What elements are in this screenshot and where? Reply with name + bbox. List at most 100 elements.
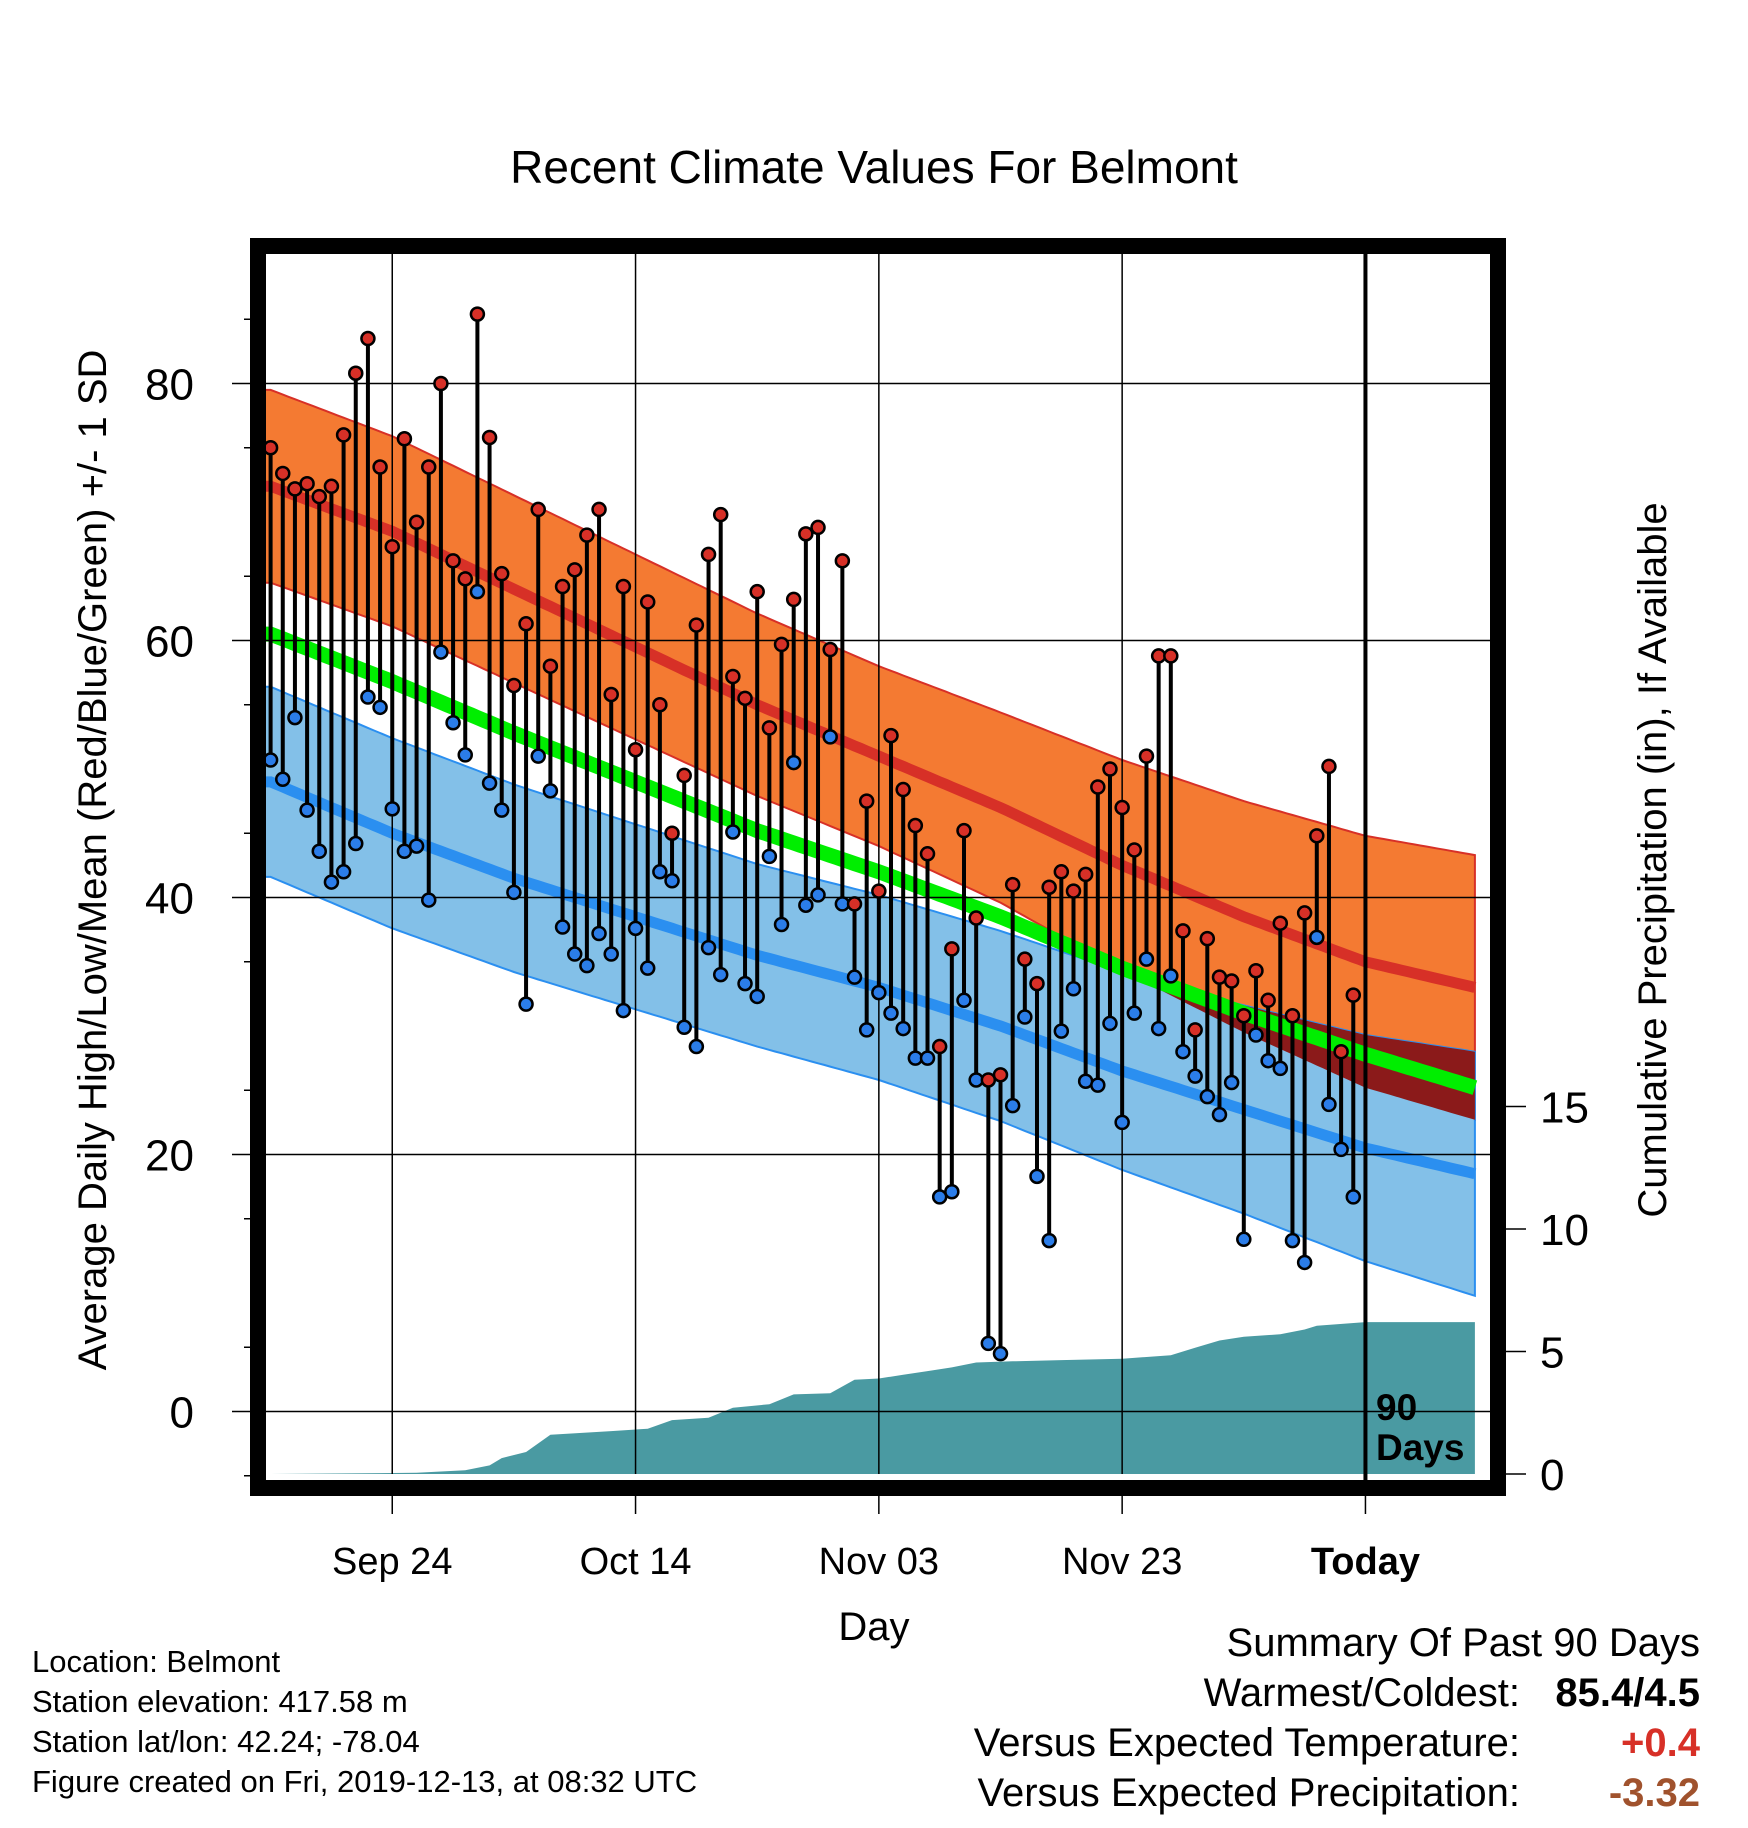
created-text: Figure created on Fri, 2019-12-13, at 08…	[32, 1764, 698, 1799]
high-point	[627, 741, 644, 758]
low-point	[1284, 1232, 1301, 1249]
high-point	[1004, 876, 1021, 893]
high-point	[871, 883, 887, 899]
low-point	[335, 864, 352, 880]
high-point	[323, 478, 340, 495]
high-point	[360, 330, 376, 347]
high-point	[372, 459, 388, 475]
precip-value: -3.32	[1608, 1771, 1700, 1815]
low-point	[1041, 1232, 1057, 1249]
low-point	[846, 969, 863, 985]
high-point	[737, 690, 753, 707]
low-point	[1004, 1097, 1021, 1114]
low-point	[919, 1050, 936, 1066]
y-tick-label: 40	[145, 875, 194, 924]
low-point	[275, 771, 291, 788]
low-point	[591, 925, 607, 942]
low-point	[372, 699, 388, 716]
low-point	[554, 919, 571, 935]
low-point	[287, 709, 303, 726]
low-point	[493, 802, 510, 818]
low-point	[761, 848, 778, 865]
high-point	[798, 526, 814, 542]
high-point	[1321, 758, 1337, 775]
high-point	[530, 501, 546, 518]
y2-axis: 0 5 10 15	[1506, 1084, 1589, 1500]
high-point	[493, 565, 510, 582]
low-point	[542, 783, 559, 799]
low-point	[348, 835, 364, 852]
x-tick-label: Nov 23	[1062, 1541, 1182, 1583]
high-point	[810, 519, 826, 536]
low-point	[1333, 1141, 1349, 1158]
high-point	[469, 306, 486, 322]
high-point	[919, 846, 936, 862]
high-mean-line	[264, 480, 1477, 993]
high-point	[299, 475, 315, 492]
low-point	[1065, 980, 1082, 997]
y2-axis-label: Cumulative Precipitation (in), If Availa…	[1631, 502, 1675, 1217]
summary-warmest-row: Warmest/Coldest: 85.4/4.5	[974, 1668, 1700, 1718]
low-point	[883, 1005, 899, 1021]
high-point	[664, 825, 680, 841]
high-point	[481, 429, 498, 446]
high-point	[1053, 864, 1070, 880]
low-point	[384, 801, 400, 817]
latlon-text: Station lat/lon: 42.24; -78.04	[32, 1724, 420, 1759]
low-point	[1150, 1020, 1167, 1037]
high-point	[749, 583, 765, 600]
high-point	[676, 767, 692, 784]
low-point	[360, 689, 376, 705]
low-point	[1223, 1074, 1240, 1091]
high-point	[822, 641, 838, 658]
high-point	[275, 465, 291, 482]
low-point	[773, 916, 790, 933]
low-point	[1345, 1189, 1362, 1205]
low-point	[664, 873, 680, 889]
low-point	[262, 752, 279, 768]
precip-label: Versus Expected Precipitation:	[977, 1771, 1520, 1815]
y-axis-label: Average Daily High/Low/Mean (Red/Blue/Gr…	[71, 350, 115, 1371]
high-point	[603, 686, 619, 703]
high-point	[700, 546, 717, 563]
low-point	[1090, 1077, 1106, 1093]
high-point	[846, 896, 863, 912]
low-point	[980, 1335, 997, 1352]
low-point	[445, 714, 461, 731]
high-point	[348, 365, 364, 381]
daily-observations	[262, 306, 1362, 1362]
warmest-label: Warmest/Coldest:	[1203, 1671, 1520, 1715]
y2-tick-label: 0	[1540, 1451, 1564, 1500]
low-point	[700, 939, 717, 956]
high-point	[1296, 905, 1313, 921]
low-point	[299, 802, 315, 818]
x-tick-label: Today	[1311, 1541, 1420, 1583]
low-point	[858, 1022, 875, 1038]
low-point	[1321, 1096, 1337, 1113]
low-point	[1296, 1254, 1313, 1271]
low-point	[712, 966, 729, 983]
low-point	[822, 729, 838, 745]
high-point	[688, 617, 705, 633]
low-point	[1309, 929, 1325, 946]
low-point	[1053, 1023, 1070, 1039]
low-point	[1114, 1114, 1130, 1131]
high-point	[1223, 973, 1240, 989]
low-point	[615, 1002, 632, 1019]
high-point	[1126, 842, 1143, 858]
high-point	[834, 553, 851, 569]
elevation-text: Station elevation: 417.58 m	[32, 1684, 408, 1719]
high-point	[335, 427, 352, 443]
high-point	[883, 727, 899, 744]
high-point	[1260, 992, 1276, 1009]
high-point	[1345, 987, 1362, 1003]
low-point	[1236, 1231, 1252, 1248]
high-point	[907, 817, 924, 834]
high-point	[506, 677, 522, 694]
summary-title: Summary Of Past 90 Days	[1226, 1621, 1700, 1665]
high-point	[1309, 828, 1325, 844]
high-point	[579, 527, 595, 543]
plot-frame	[250, 238, 1506, 1496]
low-point	[1211, 1106, 1228, 1123]
high-point	[712, 506, 729, 523]
